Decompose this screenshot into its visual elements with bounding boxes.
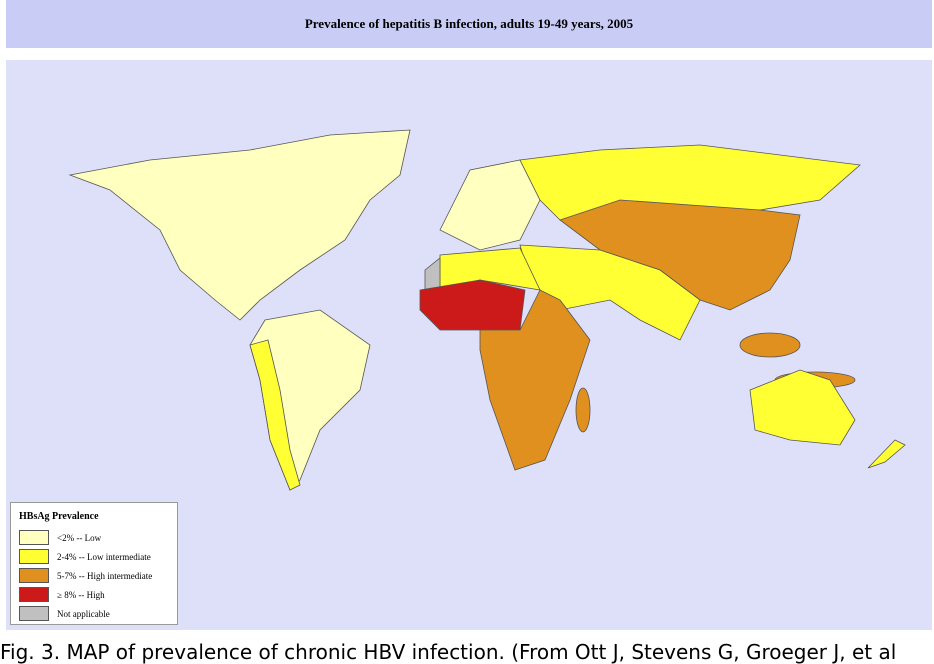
- south-america-west: [249, 339, 301, 491]
- legend-item: <2% -- Low: [19, 528, 169, 547]
- legend-label: Not applicable: [57, 608, 110, 619]
- legend-item: Not applicable: [19, 604, 169, 623]
- legend-label: 5-7% -- High intermediate: [57, 570, 153, 581]
- sub-saharan-africa: [479, 289, 591, 471]
- caption: Fig. 3. MAP of prevalence of chronic HBV…: [0, 640, 897, 664]
- legend-label: <2% -- Low: [57, 532, 102, 543]
- legend-swatch: [19, 587, 49, 602]
- header: Prevalence of hepatitis B infection, adu…: [6, 0, 932, 48]
- madagascar: [575, 387, 591, 433]
- new-zealand: [867, 439, 906, 469]
- west-africa: [419, 279, 526, 331]
- legend-swatch: [19, 568, 49, 583]
- southeast-asia: [739, 332, 801, 358]
- legend: HBsAg Prevalence <2% -- Low 2-4% -- Low i…: [10, 502, 178, 625]
- title: Prevalence of hepatitis B infection, adu…: [304, 16, 634, 31]
- legend-items: <2% -- Low 2-4% -- Low intermediate 5-7% -…: [19, 528, 169, 623]
- legend-swatch: [19, 549, 49, 564]
- legend-item: 5-7% -- High intermediate: [19, 566, 169, 585]
- legend-label: ≥ 8% -- High: [57, 589, 105, 600]
- legend-swatch: [19, 606, 49, 621]
- legend-swatch: [19, 530, 49, 545]
- legend-item: 2-4% -- Low intermediate: [19, 547, 169, 566]
- legend-item: ≥ 8% -- High: [19, 585, 169, 604]
- north-america: [68, 129, 411, 321]
- legend-title: HBsAg Prevalence: [19, 511, 99, 522]
- legend-label: 2-4% -- Low intermediate: [57, 551, 151, 562]
- australia: [749, 369, 856, 446]
